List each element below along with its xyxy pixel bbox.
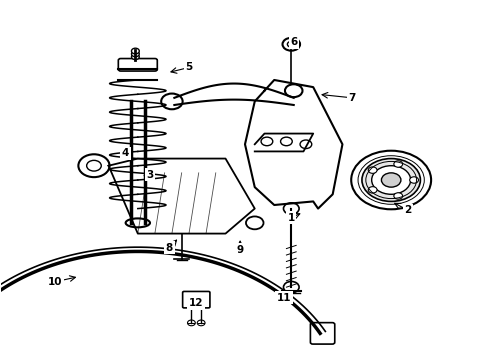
Circle shape xyxy=(131,48,139,54)
Circle shape xyxy=(394,161,403,167)
Circle shape xyxy=(197,320,205,326)
Circle shape xyxy=(161,94,183,109)
Circle shape xyxy=(283,38,300,51)
Circle shape xyxy=(394,193,403,199)
Circle shape xyxy=(351,151,431,209)
FancyBboxPatch shape xyxy=(310,323,335,344)
Circle shape xyxy=(368,167,377,174)
Text: 7: 7 xyxy=(348,93,356,103)
Text: 5: 5 xyxy=(185,63,193,72)
FancyBboxPatch shape xyxy=(183,292,210,308)
Circle shape xyxy=(372,166,411,194)
Text: 11: 11 xyxy=(277,293,291,303)
Circle shape xyxy=(261,137,273,146)
Circle shape xyxy=(188,320,196,326)
Circle shape xyxy=(285,84,302,97)
Circle shape xyxy=(410,177,418,183)
Circle shape xyxy=(284,203,299,214)
Circle shape xyxy=(246,216,264,229)
Text: 8: 8 xyxy=(166,243,173,253)
Ellipse shape xyxy=(125,219,150,227)
Circle shape xyxy=(381,173,401,187)
Text: 12: 12 xyxy=(189,298,203,308)
Circle shape xyxy=(368,186,377,193)
Circle shape xyxy=(362,158,420,202)
Circle shape xyxy=(284,282,299,293)
Circle shape xyxy=(87,160,101,171)
Circle shape xyxy=(281,137,292,146)
Circle shape xyxy=(288,41,295,47)
Text: 4: 4 xyxy=(122,148,129,158)
Text: 2: 2 xyxy=(405,205,412,215)
Text: 9: 9 xyxy=(237,245,244,255)
Circle shape xyxy=(78,154,110,177)
Text: 1: 1 xyxy=(288,212,295,222)
Circle shape xyxy=(300,140,312,149)
Circle shape xyxy=(131,54,139,60)
Text: 6: 6 xyxy=(290,37,297,48)
Text: 3: 3 xyxy=(147,170,154,180)
Circle shape xyxy=(131,51,139,57)
FancyBboxPatch shape xyxy=(118,59,157,71)
Text: 10: 10 xyxy=(48,277,62,287)
